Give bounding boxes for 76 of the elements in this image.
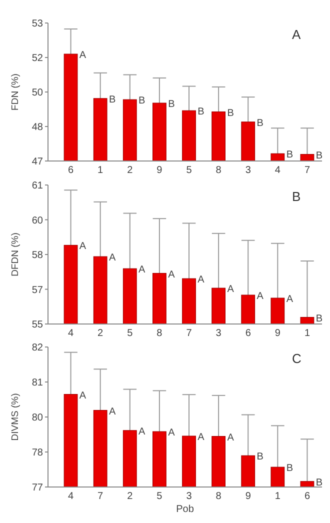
annotation: B xyxy=(227,108,234,119)
y-tick-label: 48 xyxy=(32,122,44,133)
x-tick-label: 2 xyxy=(127,165,134,176)
annotation: A xyxy=(227,432,234,444)
x-tick-label: 5 xyxy=(156,491,163,502)
annotation: A xyxy=(79,390,86,402)
x-tick-label: 2 xyxy=(98,328,104,339)
y-tick-label: 81 xyxy=(32,378,44,388)
annotation: A xyxy=(286,294,294,306)
y-tick-label: 60 xyxy=(32,215,44,226)
y-tick-label: 78 xyxy=(32,448,44,458)
y-tick-label: 53 xyxy=(32,18,44,30)
x-tick-label: 7 xyxy=(186,328,192,339)
x-tick-label: 4 xyxy=(68,491,74,502)
x-tick-label: 3 xyxy=(186,491,192,502)
y-axis-title: DFDN (%) xyxy=(10,232,21,276)
y-tick-label: 61 xyxy=(32,180,44,192)
annotation: A xyxy=(198,274,205,286)
x-tick-label: 1 xyxy=(98,165,104,176)
y-tick-label: 55 xyxy=(32,320,44,330)
x-tick-label: 5 xyxy=(127,328,134,339)
annotation: B xyxy=(316,313,323,324)
x-tick-label: 9 xyxy=(245,491,252,502)
y-tick-label: 80 xyxy=(32,412,44,424)
annotation: A xyxy=(138,264,146,276)
y-tick-label: 57 xyxy=(32,284,44,296)
x-tick-label: 8 xyxy=(156,328,163,339)
x-tick-label: 4 xyxy=(68,328,74,339)
x-tick-label: 1 xyxy=(274,491,281,502)
x-tick-label: 4 xyxy=(274,165,281,176)
annotation: A xyxy=(108,252,116,264)
x-tick-label: 1 xyxy=(304,328,310,339)
x-tick-label: 8 xyxy=(216,165,222,176)
x-tick-label: 7 xyxy=(304,165,310,176)
annotation: B xyxy=(138,96,146,107)
annotation: B xyxy=(198,106,205,118)
y-tick-label: 50 xyxy=(32,88,44,98)
x-tick-label: 6 xyxy=(304,491,310,502)
annotation: B xyxy=(108,94,116,106)
annotation: B xyxy=(316,477,323,488)
annotation: B xyxy=(256,118,264,129)
x-tick-label: 5 xyxy=(186,165,192,176)
x-tick-label: 6 xyxy=(68,165,74,176)
annotation: B xyxy=(256,452,264,463)
x-tick-label: 9 xyxy=(274,328,281,339)
x-tick-label: 7 xyxy=(98,491,104,502)
annotation: B xyxy=(316,150,323,162)
annotation: A xyxy=(108,406,116,418)
y-tick-label: 52 xyxy=(32,53,44,64)
annotation: A xyxy=(168,428,176,439)
y-tick-label: 58 xyxy=(32,250,44,261)
y-axis-title: DIVMS (%) xyxy=(10,393,21,441)
annotation: A xyxy=(138,426,146,438)
y-tick-label: 47 xyxy=(32,156,44,168)
annotation: B xyxy=(168,99,176,110)
annotation: B xyxy=(286,150,294,161)
x-tick-label: 3 xyxy=(245,165,252,176)
x-tick-label: 6 xyxy=(245,328,252,339)
annotation: A xyxy=(198,432,205,444)
annotation: A xyxy=(168,269,176,280)
x-tick-label: 9 xyxy=(156,165,163,176)
annotation: A xyxy=(227,284,234,296)
y-tick-label: 77 xyxy=(32,482,44,494)
annotation: A xyxy=(256,291,264,302)
annotation: A xyxy=(79,50,86,62)
x-axis-title: Pob xyxy=(176,504,194,515)
x-tick-label: 8 xyxy=(216,491,222,502)
annotation: A xyxy=(79,241,86,252)
annotation: A xyxy=(292,27,301,42)
y-tick-label: 82 xyxy=(32,342,44,354)
annotation: C xyxy=(292,351,302,366)
annotation: B xyxy=(292,189,301,204)
x-tick-label: 2 xyxy=(127,491,134,502)
x-tick-label: 3 xyxy=(216,328,222,339)
annotation: B xyxy=(286,463,294,474)
y-axis-title: FDN (%) xyxy=(10,74,21,110)
